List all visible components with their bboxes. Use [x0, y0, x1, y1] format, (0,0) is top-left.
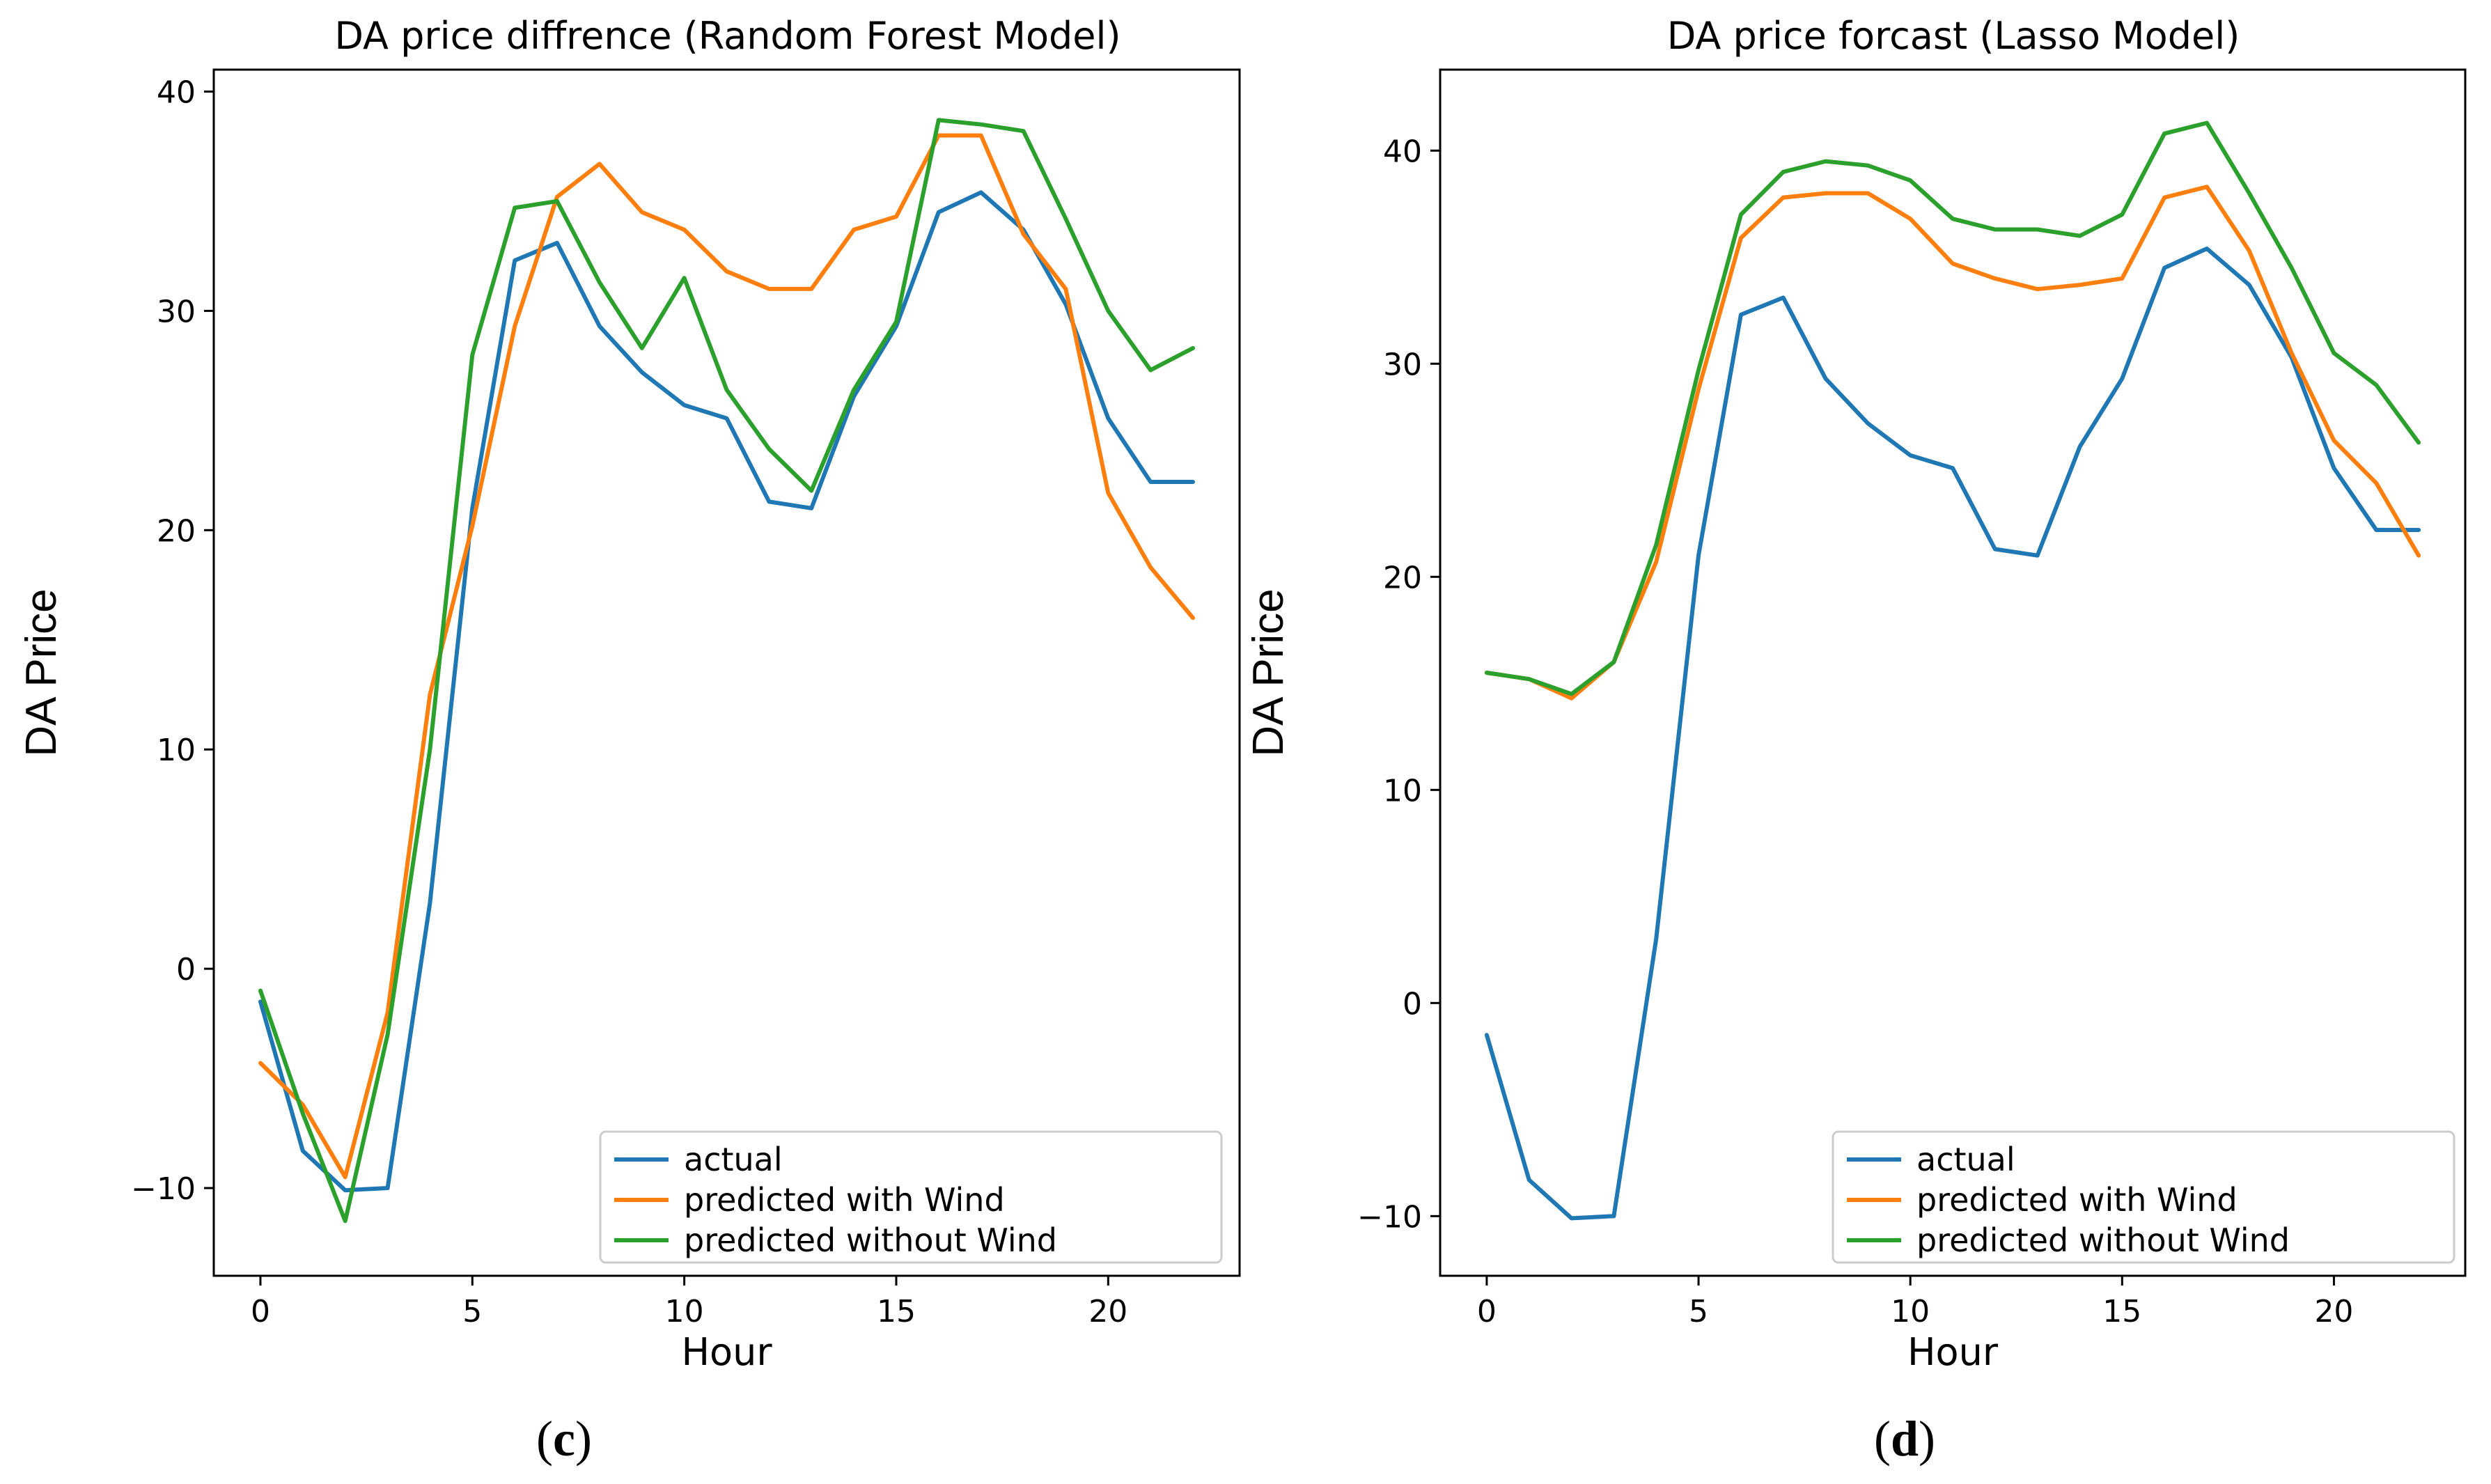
panel-caption: (c) [536, 1411, 592, 1467]
series-line-actual [1484, 247, 2421, 1221]
y-tick-label: −10 [1357, 1199, 1422, 1235]
legend-label-predicted-without-wind: predicted without Wind [684, 1221, 1057, 1259]
panel-caption: (d) [1874, 1411, 1935, 1467]
x-axis-label: Hour [681, 1330, 772, 1374]
y-tick-label: 40 [1383, 134, 1422, 169]
y-axis-label: DA Price [1244, 588, 1293, 756]
y-tick-label: 20 [157, 513, 196, 549]
caption-close-paren: ) [1919, 1411, 1935, 1467]
y-tick-label: 30 [157, 294, 196, 329]
x-tick-label: 5 [1689, 1294, 1708, 1329]
series-line-predicted-without-wind [258, 118, 1195, 1224]
series-line-predicted-without-wind [1484, 120, 2421, 696]
caption-letter: d [1891, 1411, 1919, 1467]
chart-title: DA price diffrence (Random Forest Model) [334, 14, 1120, 58]
caption-open-paren: ( [536, 1411, 553, 1467]
chart-panel-c: DA price diffrence (Random Forest Model)… [17, 14, 1241, 1467]
series-line-predicted-with-wind [1484, 185, 2421, 701]
y-tick-label: 30 [1383, 347, 1422, 382]
chart-panel-d: DA price forcast (Lasso Model) 0 5 10 15 20 −1… [1244, 14, 2467, 1467]
y-tick-label: 0 [1403, 986, 1422, 1022]
series-line-predicted-with-wind [258, 133, 1195, 1180]
x-tick-label: 0 [1477, 1294, 1497, 1329]
y-tick-label: 20 [1383, 560, 1422, 595]
legend-label-predicted-without-wind: predicted without Wind [1916, 1221, 2290, 1259]
plot-frame [1439, 68, 2467, 1277]
legend-label-predicted-with-wind: predicted with Wind [684, 1181, 1005, 1219]
y-tick-label: −10 [131, 1171, 196, 1207]
legend-label-predicted-with-wind: predicted with Wind [1916, 1181, 2238, 1219]
y-tick-label: 10 [157, 733, 196, 768]
series-line-actual [258, 190, 1195, 1193]
legend-box [1832, 1130, 2455, 1264]
x-tick-label: 20 [1088, 1294, 1127, 1329]
y-tick-label: 40 [157, 75, 196, 110]
x-axis-label: Hour [1907, 1330, 1999, 1374]
caption-open-paren: ( [1874, 1411, 1891, 1467]
y-tick-label: 10 [1383, 773, 1422, 809]
plot-frame [212, 68, 1241, 1277]
x-tick-label: 20 [2314, 1294, 2353, 1329]
legend-label-actual: actual [684, 1141, 783, 1178]
legend-box [599, 1130, 1223, 1264]
y-tick-label: 0 [176, 952, 196, 987]
caption-letter: c [553, 1411, 575, 1467]
legend-label-actual: actual [1916, 1141, 2015, 1178]
x-tick-label: 0 [251, 1294, 270, 1329]
x-tick-label: 10 [665, 1294, 704, 1329]
x-tick-label: 15 [2102, 1294, 2141, 1329]
chart-title: DA price forcast (Lasso Model) [1667, 14, 2240, 58]
x-tick-label: 10 [1891, 1294, 1930, 1329]
caption-close-paren: ) [575, 1411, 592, 1467]
x-tick-label: 5 [462, 1294, 482, 1329]
y-axis-label: DA Price [17, 588, 65, 756]
x-tick-label: 15 [877, 1294, 916, 1329]
